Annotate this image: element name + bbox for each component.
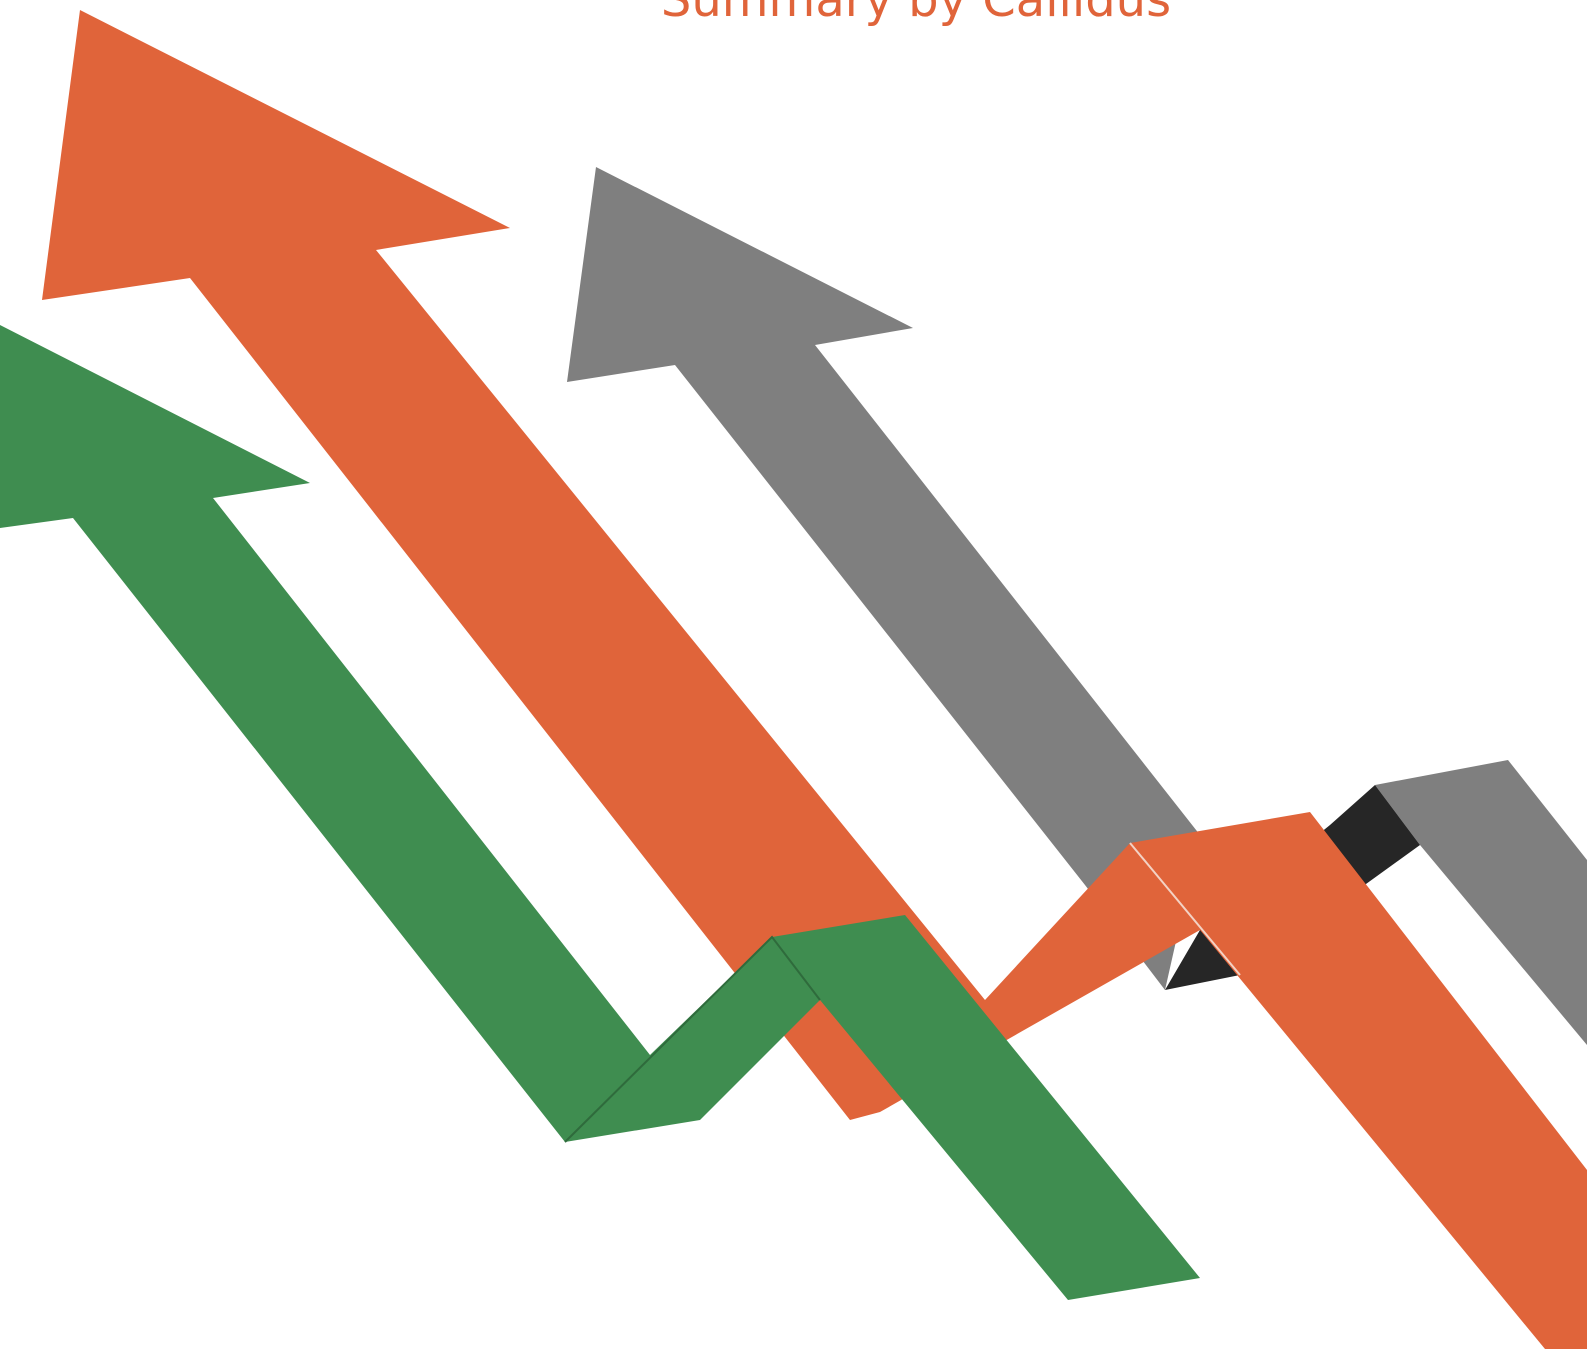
arrows-illustration: [0, 0, 1587, 1349]
title: Summary by Callidus: [0, 0, 1587, 28]
cover-page: Summary by Callidus: [0, 0, 1587, 1349]
green-arrow: [0, 325, 1200, 1300]
